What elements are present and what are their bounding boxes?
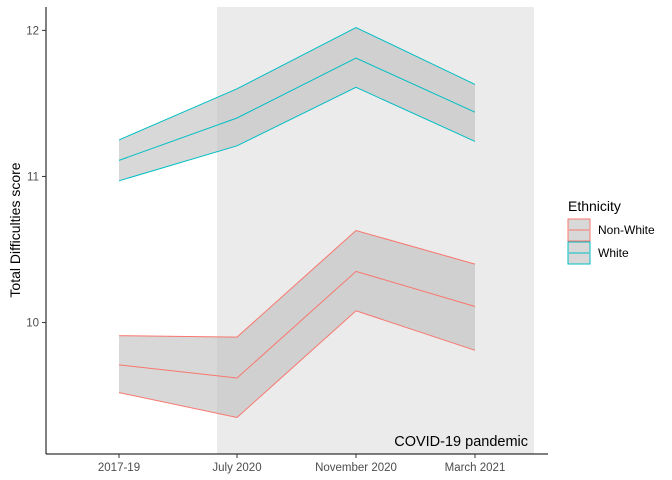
- lower-bound-non-white: [118, 310, 476, 419]
- series-line-white: [118, 57, 476, 161]
- upper-bound-non-white: [118, 229, 476, 338]
- legend-title: Ethnicity: [568, 198, 621, 214]
- x-ticks: 2017-19 July 2020 November 2020 March 2021: [98, 454, 505, 474]
- series-lines: [118, 26, 476, 419]
- lower-bound-white: [118, 86, 476, 182]
- legend-label-non-white: Non-White: [598, 223, 655, 237]
- legend-label-white: White: [598, 246, 629, 260]
- x-tick-label-july-2020: July 2020: [212, 462, 261, 474]
- covid-pandemic-annotation: COVID-19 pandemic: [394, 434, 528, 450]
- series-line-non-white: [118, 270, 476, 379]
- legend: Ethnicity Non-White White: [567, 198, 655, 265]
- axes: [45, 7, 548, 455]
- y-ticks: 10 11 12: [26, 25, 46, 330]
- upper-bound-white: [118, 26, 476, 141]
- y-tick-label-10: 10: [26, 318, 39, 330]
- y-tick-label-12: 12: [26, 25, 39, 37]
- x-tick-label-2017-19: 2017-19: [98, 462, 140, 474]
- y-axis-title: Total Difficulties score: [7, 162, 23, 297]
- ribbon-white: [119, 27, 475, 181]
- y-tick-label-11: 11: [27, 171, 39, 183]
- x-tick-label-march-2021: March 2021: [445, 462, 506, 474]
- x-tick-label-november-2020: November 2020: [315, 462, 397, 474]
